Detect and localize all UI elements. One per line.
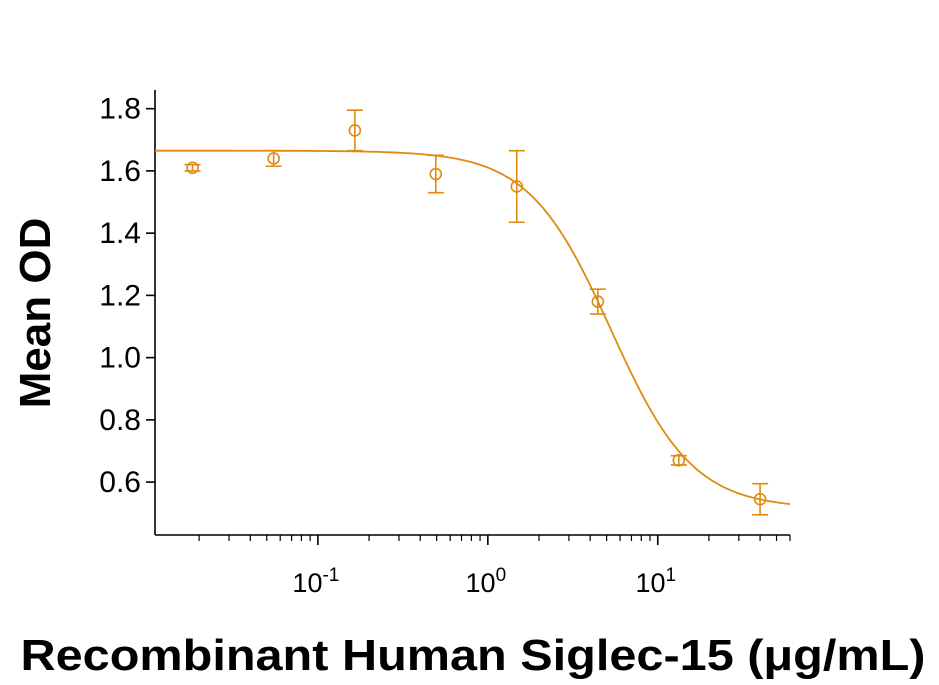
axes: [154, 90, 790, 536]
y-tick-label: 1.0: [99, 342, 141, 375]
data-point: [670, 454, 687, 467]
data-point: [346, 109, 363, 152]
plot-area: [155, 109, 791, 516]
x-tick-label: 100: [466, 565, 507, 598]
x-tick-label: 10-1: [292, 565, 339, 598]
x-tick-exponent: -1: [322, 565, 339, 586]
data-point: [752, 482, 769, 516]
y-tick-label: 0.8: [99, 404, 141, 437]
x-tick-base: 10: [466, 568, 496, 598]
x-tick-base: 10: [635, 568, 665, 598]
y-axis-title: Mean OD: [11, 218, 60, 409]
y-ticks: 0.6 0.8 1.0 1.2 1.4 1.6 1.8: [99, 93, 155, 499]
y-tick-label: 1.4: [99, 217, 141, 250]
fit-curve: [155, 149, 791, 505]
x-axis-title: Recombinant Human Siglec-15 (μg/mL): [21, 631, 926, 680]
x-tick-base: 10: [292, 568, 322, 598]
data-point: [184, 161, 201, 175]
data-marker: [429, 167, 443, 181]
data-marker: [510, 180, 524, 193]
data-marker: [186, 161, 199, 175]
data-marker: [267, 152, 280, 165]
data-marker: [672, 454, 686, 467]
data-marker: [591, 295, 605, 308]
x-tick-exponent: 0: [496, 565, 507, 586]
x-ticks: 10-1 100 101: [198, 535, 791, 598]
x-tick-label: 101: [635, 565, 676, 598]
y-tick-label: 1.8: [99, 93, 141, 126]
data-point: [589, 288, 606, 315]
y-tick-label: 1.2: [99, 279, 141, 312]
data-point: [427, 154, 444, 194]
y-tick-label: 0.6: [99, 466, 141, 499]
x-tick-exponent: 1: [666, 565, 677, 586]
data-marker: [753, 492, 767, 506]
data-point: [265, 149, 282, 168]
data-point: [508, 149, 525, 224]
y-tick-label: 1.6: [99, 155, 141, 188]
data-marker: [348, 124, 362, 137]
